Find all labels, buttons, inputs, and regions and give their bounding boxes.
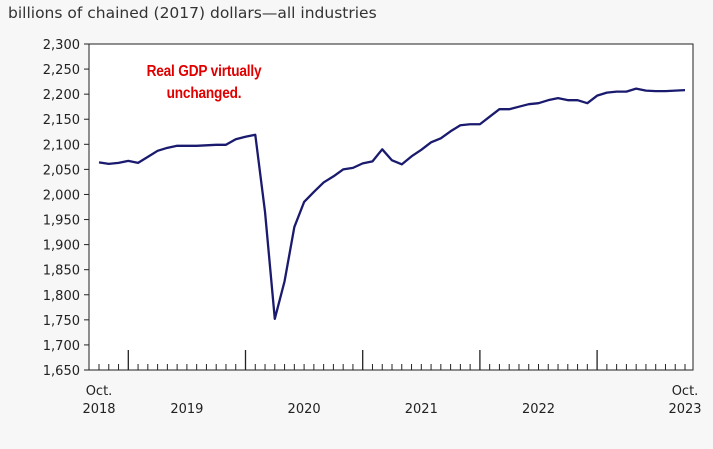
y-tick-label: 2,200: [43, 88, 80, 103]
x-tick-label-year: 2019: [170, 402, 203, 417]
data-point: [362, 162, 364, 164]
data-point: [440, 137, 442, 139]
data-point: [430, 141, 432, 143]
data-point: [205, 144, 207, 146]
x-tick-label-month: Oct.: [672, 384, 699, 399]
data-point: [615, 90, 617, 92]
data-point: [518, 105, 520, 107]
chart-annotation: Real GDP virtually unchanged.: [134, 61, 275, 105]
x-axis: Oct. 2018 2019 2020 2021 2022 Oct. 2023: [82, 350, 702, 417]
data-point: [625, 90, 627, 92]
data-point: [459, 124, 461, 126]
y-tick-label: 2,250: [43, 63, 80, 78]
data-point: [606, 91, 608, 93]
annotation-line-1: Real GDP virtually: [146, 63, 262, 80]
data-point: [274, 318, 276, 320]
x-tick-label-year: 2021: [405, 402, 438, 417]
data-point: [391, 159, 393, 161]
data-point: [195, 145, 197, 147]
y-tick-label: 1,900: [43, 239, 80, 254]
data-point: [313, 191, 315, 193]
data-point: [449, 130, 451, 132]
x-tick-label-year: 2022: [522, 402, 555, 417]
data-point: [635, 87, 637, 89]
data-point: [98, 161, 100, 163]
data-point: [401, 163, 403, 165]
x-tick-label-year: 2020: [288, 402, 321, 417]
data-point: [469, 123, 471, 125]
data-point: [381, 148, 383, 150]
data-point: [479, 123, 481, 125]
data-point: [186, 145, 188, 147]
y-tick-label: 2,100: [43, 138, 80, 153]
y-tick-label: 2,000: [43, 188, 80, 203]
data-point: [674, 89, 676, 91]
x-tick-label-month: Oct.: [86, 384, 113, 399]
y-axis-title: billions of chained (2017) dollars—all i…: [8, 4, 377, 22]
y-tick-label: 2,300: [43, 38, 80, 53]
data-point: [244, 136, 246, 138]
data-point: [528, 103, 530, 105]
data-point: [117, 162, 119, 164]
data-point: [322, 181, 324, 183]
data-point: [586, 102, 588, 104]
data-point: [264, 211, 266, 213]
data-point: [645, 89, 647, 91]
data-point: [166, 147, 168, 149]
data-point: [225, 144, 227, 146]
x-tick-label-year: 2023: [668, 402, 701, 417]
y-tick-label: 1,650: [43, 364, 80, 379]
data-point: [547, 99, 549, 101]
data-point: [508, 108, 510, 110]
data-point: [596, 94, 598, 96]
data-point: [410, 155, 412, 157]
data-point: [352, 167, 354, 169]
data-point: [127, 160, 129, 162]
data-point: [488, 116, 490, 118]
data-point: [235, 138, 237, 140]
data-point: [420, 149, 422, 151]
data-point: [215, 144, 217, 146]
data-point: [137, 162, 139, 164]
data-point: [371, 160, 373, 162]
y-tick-label: 1,700: [43, 339, 80, 354]
y-tick-label: 1,850: [43, 264, 80, 279]
x-tick-label-year: 2018: [82, 402, 115, 417]
data-point: [147, 156, 149, 158]
data-point: [557, 97, 559, 99]
y-axis: 1,650 1,700 1,750 1,800 1,850 1,900 1,950 2,000…: [43, 38, 89, 379]
data-point: [498, 108, 500, 110]
data-point: [332, 175, 334, 177]
data-point: [283, 280, 285, 282]
annotation-line-2: unchanged.: [166, 85, 242, 102]
data-point: [537, 102, 539, 104]
gdp-series-line: [98, 87, 686, 320]
y-tick-label: 1,950: [43, 214, 80, 229]
y-tick-label: 1,800: [43, 289, 80, 304]
data-point: [576, 99, 578, 101]
y-tick-label: 1,750: [43, 314, 80, 329]
data-point: [684, 89, 686, 91]
data-point: [156, 150, 158, 152]
y-tick-label: 2,050: [43, 163, 80, 178]
data-point: [655, 90, 657, 92]
data-point: [567, 99, 569, 101]
data-point: [303, 201, 305, 203]
data-point: [342, 168, 344, 170]
data-point: [108, 163, 110, 165]
data-point: [664, 90, 666, 92]
data-point: [176, 145, 178, 147]
data-point: [293, 226, 295, 228]
y-tick-label: 2,150: [43, 113, 80, 128]
data-point: [254, 134, 256, 136]
